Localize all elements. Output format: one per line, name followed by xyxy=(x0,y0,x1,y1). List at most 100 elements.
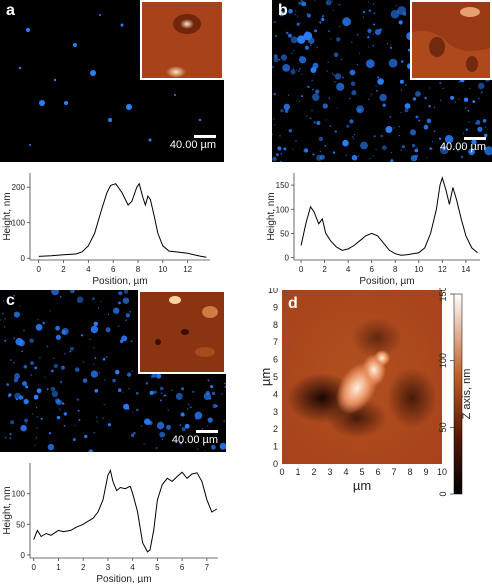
particle xyxy=(373,135,376,138)
particle xyxy=(275,21,277,23)
particle xyxy=(336,37,341,42)
particle xyxy=(13,378,19,383)
particle xyxy=(301,73,303,76)
y-tick-label: 50 xyxy=(280,229,289,238)
particle xyxy=(291,52,293,54)
particle xyxy=(368,9,372,12)
x-tick-label: 1 xyxy=(295,467,300,477)
particle xyxy=(74,424,76,427)
particle xyxy=(400,149,402,151)
particle xyxy=(444,135,454,144)
particle xyxy=(129,311,131,313)
particle xyxy=(223,420,225,422)
particle xyxy=(298,1,302,5)
particle xyxy=(93,347,95,349)
particle xyxy=(304,45,309,50)
particle xyxy=(412,97,417,101)
particle xyxy=(39,357,41,359)
particle xyxy=(102,417,104,419)
x-tick-label: 2 xyxy=(322,265,327,274)
particle xyxy=(112,378,116,383)
particle xyxy=(179,424,182,426)
particle xyxy=(341,76,344,79)
particle xyxy=(484,126,486,128)
particle xyxy=(211,444,216,450)
particle xyxy=(299,100,301,102)
x-tick-label: 10 xyxy=(437,467,447,477)
panel-b-afm-inset xyxy=(410,0,492,80)
height-profile-line xyxy=(300,176,478,256)
particle xyxy=(35,437,38,439)
particle xyxy=(194,411,203,420)
x-tick-label: 10 xyxy=(158,265,167,274)
particle xyxy=(288,33,292,38)
particle xyxy=(273,57,279,63)
particle xyxy=(475,120,481,125)
particle xyxy=(119,339,124,344)
particle xyxy=(8,393,12,397)
particle xyxy=(295,140,297,142)
particle xyxy=(404,108,409,113)
particle xyxy=(36,427,38,429)
panel-a-micrograph: a 40.00 µm xyxy=(0,0,224,162)
particle xyxy=(482,119,487,123)
particle xyxy=(322,15,325,17)
particle xyxy=(332,73,334,75)
particle xyxy=(193,434,195,436)
particle xyxy=(210,385,214,389)
particle xyxy=(372,155,374,157)
particle xyxy=(125,319,127,321)
particle xyxy=(55,325,60,331)
x-tick-label: 8 xyxy=(407,467,412,477)
particle xyxy=(128,387,130,390)
particle xyxy=(299,56,307,64)
particle xyxy=(90,325,99,334)
particle xyxy=(123,290,129,294)
colorbar-tick-label: 50 xyxy=(438,422,448,432)
particle xyxy=(36,407,38,409)
particle xyxy=(297,35,306,44)
x-tick-label: 9 xyxy=(423,467,428,477)
particle xyxy=(296,22,300,26)
particle xyxy=(46,388,49,391)
particle xyxy=(273,92,277,96)
particle xyxy=(13,311,20,318)
particle xyxy=(9,437,12,440)
particle xyxy=(429,87,431,89)
x-tick-label: 6 xyxy=(375,467,380,477)
particle xyxy=(118,291,123,296)
y-tick-label: 3 xyxy=(273,407,278,417)
particle xyxy=(305,115,307,117)
particle xyxy=(342,17,351,27)
particle xyxy=(63,412,67,416)
particle xyxy=(161,392,163,394)
particle xyxy=(180,412,185,417)
particle xyxy=(296,69,298,71)
particle xyxy=(405,84,407,86)
particle xyxy=(277,146,282,151)
particle xyxy=(69,290,75,294)
y-tick-label: 150 xyxy=(276,181,290,190)
particle xyxy=(322,103,328,109)
colorbar-tick-label: 150 xyxy=(438,288,448,302)
particle xyxy=(15,337,23,346)
particle xyxy=(340,58,343,61)
particle xyxy=(389,46,393,49)
particle xyxy=(116,374,119,376)
particle xyxy=(153,390,157,394)
particle xyxy=(76,398,80,401)
x-tick-label: 12 xyxy=(183,265,192,274)
particle xyxy=(332,9,334,11)
particle xyxy=(179,441,183,445)
particle xyxy=(155,447,158,449)
particle xyxy=(69,350,72,353)
particle xyxy=(333,74,335,76)
particle xyxy=(187,408,189,410)
particle xyxy=(117,388,122,392)
x-tick-label: 0 xyxy=(31,563,36,572)
particle xyxy=(465,107,467,109)
particle xyxy=(272,134,273,136)
particle xyxy=(401,145,405,149)
particle xyxy=(349,69,356,76)
